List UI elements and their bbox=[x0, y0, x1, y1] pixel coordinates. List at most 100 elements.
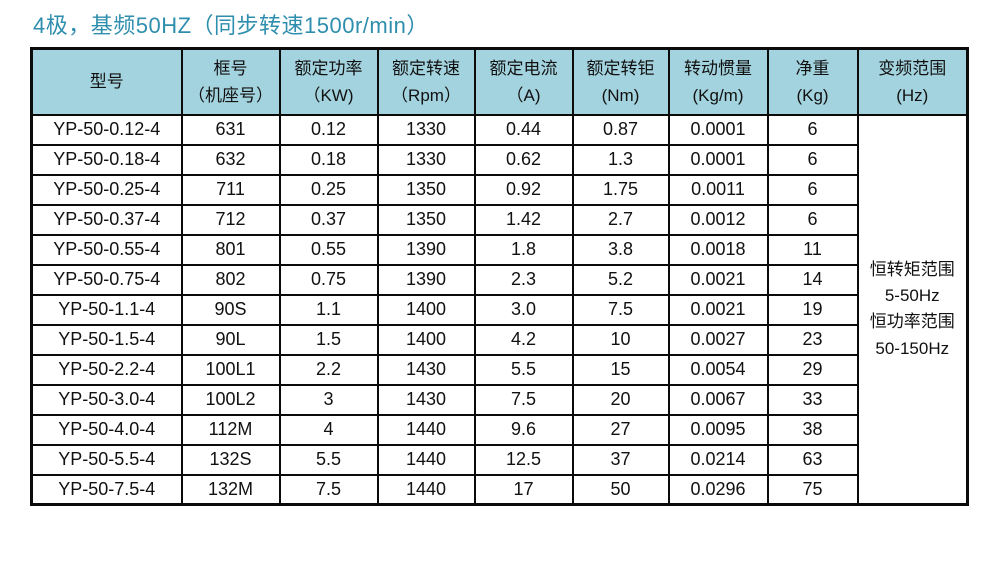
freq-range-cell: 恒转矩范围 5-50Hz 恒功率范围 50-150Hz bbox=[856, 113, 969, 506]
cell-net-weight: 6 bbox=[766, 113, 859, 146]
table-row: YP-50-0.75-4 802 0.75 1390 2.3 5.2 0.0021 14 bbox=[30, 263, 968, 296]
cell-rated-power: 0.75 bbox=[278, 263, 379, 296]
header-label: 额定功率 bbox=[294, 58, 363, 78]
table-row: YP-50-5.5-4 132S 5.5 1440 12.5 37 0.0214 63 bbox=[30, 443, 968, 476]
header-label: 框号 bbox=[213, 58, 248, 78]
cell-rated-torque: 7.5 bbox=[571, 293, 670, 326]
cell-rated-torque: 15 bbox=[571, 353, 670, 386]
header-label: 额定转速 bbox=[392, 58, 460, 78]
header-label: 型号 bbox=[89, 72, 124, 92]
cell-rated-speed: 1440 bbox=[376, 473, 476, 506]
cell-rated-power: 3 bbox=[278, 383, 379, 416]
cell-frame: 631 bbox=[180, 113, 281, 146]
cell-inertia: 0.0054 bbox=[667, 353, 769, 386]
cell-rated-current: 2.3 bbox=[473, 263, 574, 296]
cell-inertia: 0.0011 bbox=[667, 173, 769, 206]
cell-inertia: 0.0095 bbox=[667, 413, 769, 446]
cell-model: YP-50-0.37-4 bbox=[30, 203, 183, 236]
cell-frame: 712 bbox=[180, 203, 281, 236]
cell-net-weight: 75 bbox=[766, 473, 859, 506]
cell-rated-speed: 1330 bbox=[376, 113, 476, 146]
cell-inertia: 0.0067 bbox=[667, 383, 769, 416]
cell-rated-current: 5.5 bbox=[473, 353, 574, 386]
cell-rated-power: 0.12 bbox=[278, 113, 379, 146]
table-row: YP-50-4.0-4 112M 4 1440 9.6 27 0.0095 38 bbox=[30, 413, 968, 446]
cell-net-weight: 11 bbox=[766, 233, 859, 266]
cell-rated-torque: 27 bbox=[571, 413, 670, 446]
table-row: YP-50-3.0-4 100L2 3 1430 7.5 20 0.0067 33 bbox=[30, 383, 968, 416]
cell-rated-current: 9.6 bbox=[473, 413, 574, 446]
header-unit: (Kg) bbox=[796, 85, 829, 105]
cell-rated-speed: 1440 bbox=[376, 443, 476, 476]
header-label: 转动惯量 bbox=[684, 58, 752, 78]
cell-rated-power: 0.18 bbox=[278, 143, 379, 176]
header-unit: (Hz) bbox=[896, 85, 929, 105]
cell-frame: 711 bbox=[180, 173, 281, 206]
cell-rated-speed: 1430 bbox=[376, 353, 476, 386]
cell-rated-power: 0.37 bbox=[278, 203, 379, 236]
cell-inertia: 0.0012 bbox=[667, 203, 769, 236]
cell-frame: 100L2 bbox=[180, 383, 281, 416]
freq-range-line: 恒功率范围 bbox=[869, 312, 955, 332]
cell-rated-current: 4.2 bbox=[473, 323, 574, 356]
cell-rated-torque: 2.7 bbox=[571, 203, 670, 236]
cell-rated-power: 0.55 bbox=[278, 233, 379, 266]
cell-net-weight: 6 bbox=[766, 173, 859, 206]
table-row: YP-50-0.12-4 631 0.12 1330 0.44 0.87 0.0001 6 恒转… bbox=[30, 113, 969, 506]
cell-frame: 132S bbox=[180, 443, 281, 476]
cell-rated-torque: 1.75 bbox=[571, 173, 670, 206]
header-cell-rated-speed: 额定转速 （Rpm） bbox=[376, 47, 476, 116]
cell-rated-speed: 1390 bbox=[376, 263, 476, 296]
cell-rated-torque: 10 bbox=[571, 323, 670, 356]
header-label: 变频范围 bbox=[878, 58, 947, 78]
cell-rated-current: 1.8 bbox=[473, 233, 574, 266]
cell-rated-current: 3.0 bbox=[473, 293, 574, 326]
cell-model: YP-50-0.12-4 bbox=[30, 113, 183, 146]
table-row: YP-50-0.18-4 632 0.18 1330 0.62 1.3 0.0001 6 bbox=[30, 143, 968, 176]
table-row: YP-50-2.2-4 100L1 2.2 1430 5.5 15 0.0054 29 bbox=[30, 353, 968, 386]
table-body: YP-50-0.12-4 631 0.12 1330 0.44 0.87 0.0001 6 恒转… bbox=[30, 113, 969, 506]
cell-rated-speed: 1350 bbox=[376, 173, 476, 206]
cell-rated-torque: 3.8 bbox=[571, 233, 670, 266]
cell-net-weight: 23 bbox=[766, 323, 859, 356]
cell-rated-speed: 1440 bbox=[376, 413, 476, 446]
motor-spec-table: 型号 框号 （机座号） 额定功率 （KW) 额定转速 （Rpm） 额定电流 （A) 额定转钜 (Nm… bbox=[30, 47, 969, 506]
cell-rated-speed: 1330 bbox=[376, 143, 476, 176]
cell-rated-power: 7.5 bbox=[278, 473, 379, 506]
cell-frame: 112M bbox=[180, 413, 281, 446]
header-cell-model: 型号 bbox=[30, 47, 183, 116]
cell-inertia: 0.0021 bbox=[667, 263, 769, 296]
cell-rated-torque: 20 bbox=[571, 383, 670, 416]
header-cell-net-weight: 净重 (Kg) bbox=[766, 47, 859, 116]
page-title: 4极，基频50HZ（同步转速1500r/min） bbox=[33, 13, 429, 38]
header-label: 额定转钜 bbox=[586, 58, 655, 78]
cell-rated-speed: 1350 bbox=[376, 203, 476, 236]
cell-net-weight: 14 bbox=[766, 263, 859, 296]
table-row: YP-50-1.1-4 90S 1.1 1400 3.0 7.5 0.0021 19 bbox=[30, 293, 968, 326]
table-header: 型号 框号 （机座号） 额定功率 （KW) 额定转速 （Rpm） 额定电流 （A) 额定转钜 (Nm… bbox=[30, 47, 969, 116]
cell-net-weight: 6 bbox=[766, 203, 859, 236]
cell-rated-power: 1.5 bbox=[278, 323, 379, 356]
header-cell-rated-power: 额定功率 （KW) bbox=[278, 47, 379, 116]
cell-rated-power: 4 bbox=[278, 413, 379, 446]
cell-model: YP-50-4.0-4 bbox=[30, 413, 183, 446]
table-row: YP-50-0.25-4 711 0.25 1350 0.92 1.75 0.0011 6 bbox=[30, 173, 968, 206]
cell-rated-torque: 0.87 bbox=[571, 113, 670, 146]
header-cell-rated-torque: 额定转钜 (Nm) bbox=[571, 47, 670, 116]
cell-rated-current: 12.5 bbox=[473, 443, 574, 476]
cell-model: YP-50-0.55-4 bbox=[30, 233, 183, 266]
cell-model: YP-50-3.0-4 bbox=[30, 383, 183, 416]
table-row: YP-50-0.37-4 712 0.37 1350 1.42 2.7 0.0012 6 bbox=[30, 203, 968, 236]
cell-net-weight: 29 bbox=[766, 353, 859, 386]
cell-rated-current: 7.5 bbox=[473, 383, 574, 416]
cell-rated-speed: 1400 bbox=[376, 323, 476, 356]
cell-rated-torque: 50 bbox=[571, 473, 670, 506]
header-unit: （Rpm） bbox=[391, 85, 461, 105]
header-unit: （机座号） bbox=[188, 85, 273, 105]
cell-model: YP-50-5.5-4 bbox=[30, 443, 183, 476]
cell-rated-current: 1.42 bbox=[473, 203, 574, 236]
cell-frame: 90L bbox=[180, 323, 281, 356]
cell-frame: 100L1 bbox=[180, 353, 281, 386]
header-unit: （A) bbox=[506, 85, 541, 105]
cell-inertia: 0.0296 bbox=[667, 473, 769, 506]
